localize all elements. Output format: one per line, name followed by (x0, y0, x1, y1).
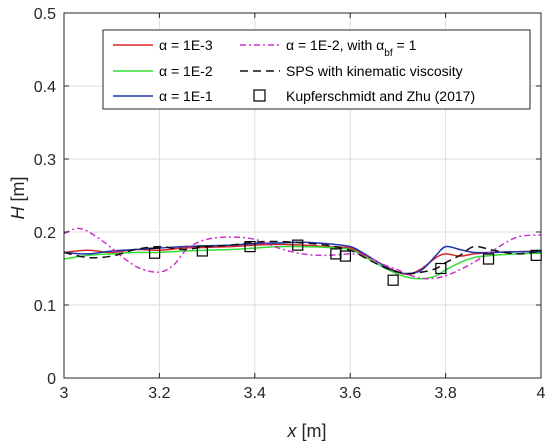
data-point-marker (387, 274, 399, 286)
data-point-marker (149, 247, 161, 259)
legend: α = 1E-3 α = 1E-2 α = 1E-1 α = 1E-2, wit… (102, 29, 531, 110)
series-alpha-bf (63, 227, 542, 280)
data-point-marker (435, 262, 447, 275)
series-sps (63, 240, 542, 275)
axis-ticks: 3 3.2 3.4 3.6 3.8 4 0 0.1 0.2 0.3 0.4 0.5 (34, 6, 546, 402)
x-axis-unit: [m] (297, 421, 327, 441)
series-line (63, 240, 542, 275)
y-tick-label: 0.4 (34, 79, 56, 96)
y-tick-label: 0 (47, 371, 56, 388)
x-tick-label: 3.8 (434, 385, 456, 402)
legend-label-alpha-1e-1: α = 1E-1 (159, 88, 213, 104)
plot-frame (63, 12, 542, 379)
legend-label-alpha-1e-2: α = 1E-2 (159, 63, 213, 79)
data-point-marker (482, 253, 495, 265)
x-tick-label: 3.4 (244, 385, 266, 402)
legend-swatch-kupferschmidt (253, 89, 266, 102)
x-axis-variable: x (287, 421, 298, 441)
y-tick-label: 0.2 (34, 225, 56, 242)
data-point-marker (196, 245, 208, 257)
y-tick-label: 0.3 (34, 152, 56, 169)
y-axis-variable: H (8, 206, 28, 220)
x-tick-label: 3.6 (339, 385, 361, 402)
legend-label-alpha-bf: α = 1E-2, with αbf = 1 (286, 37, 417, 59)
x-tick-label: 4 (537, 385, 546, 402)
y-axis-unit: [m] (8, 177, 28, 207)
legend-label-alpha-bf-subscript: bf (384, 48, 393, 59)
data-point-marker (339, 250, 352, 262)
legend-label-alpha-bf-rest: = 1 (393, 37, 417, 53)
x-tick-label: 3 (60, 385, 69, 402)
y-tick-label: 0.5 (34, 6, 56, 23)
legend-label-sps: SPS with kinematic viscosity (286, 63, 463, 79)
legend-box (102, 29, 531, 110)
legend-label-kupferschmidt: Kupferschmidt and Zhu (2017) (286, 88, 475, 104)
series-line (63, 227, 542, 280)
legend-label-alpha-bf-text: α = 1E-2, with α (286, 37, 384, 53)
series-kupferschmidt (149, 239, 542, 286)
x-axis-label: x [m] (287, 421, 327, 441)
y-axis-label: H [m] (8, 177, 28, 220)
data-point-marker (244, 241, 256, 253)
legend-label-alpha-1e-3: α = 1E-3 (159, 37, 213, 53)
data-point-marker (292, 239, 304, 251)
x-tick-label: 3.2 (148, 385, 170, 402)
y-tick-label: 0.1 (34, 298, 56, 315)
series-layer (63, 227, 542, 286)
